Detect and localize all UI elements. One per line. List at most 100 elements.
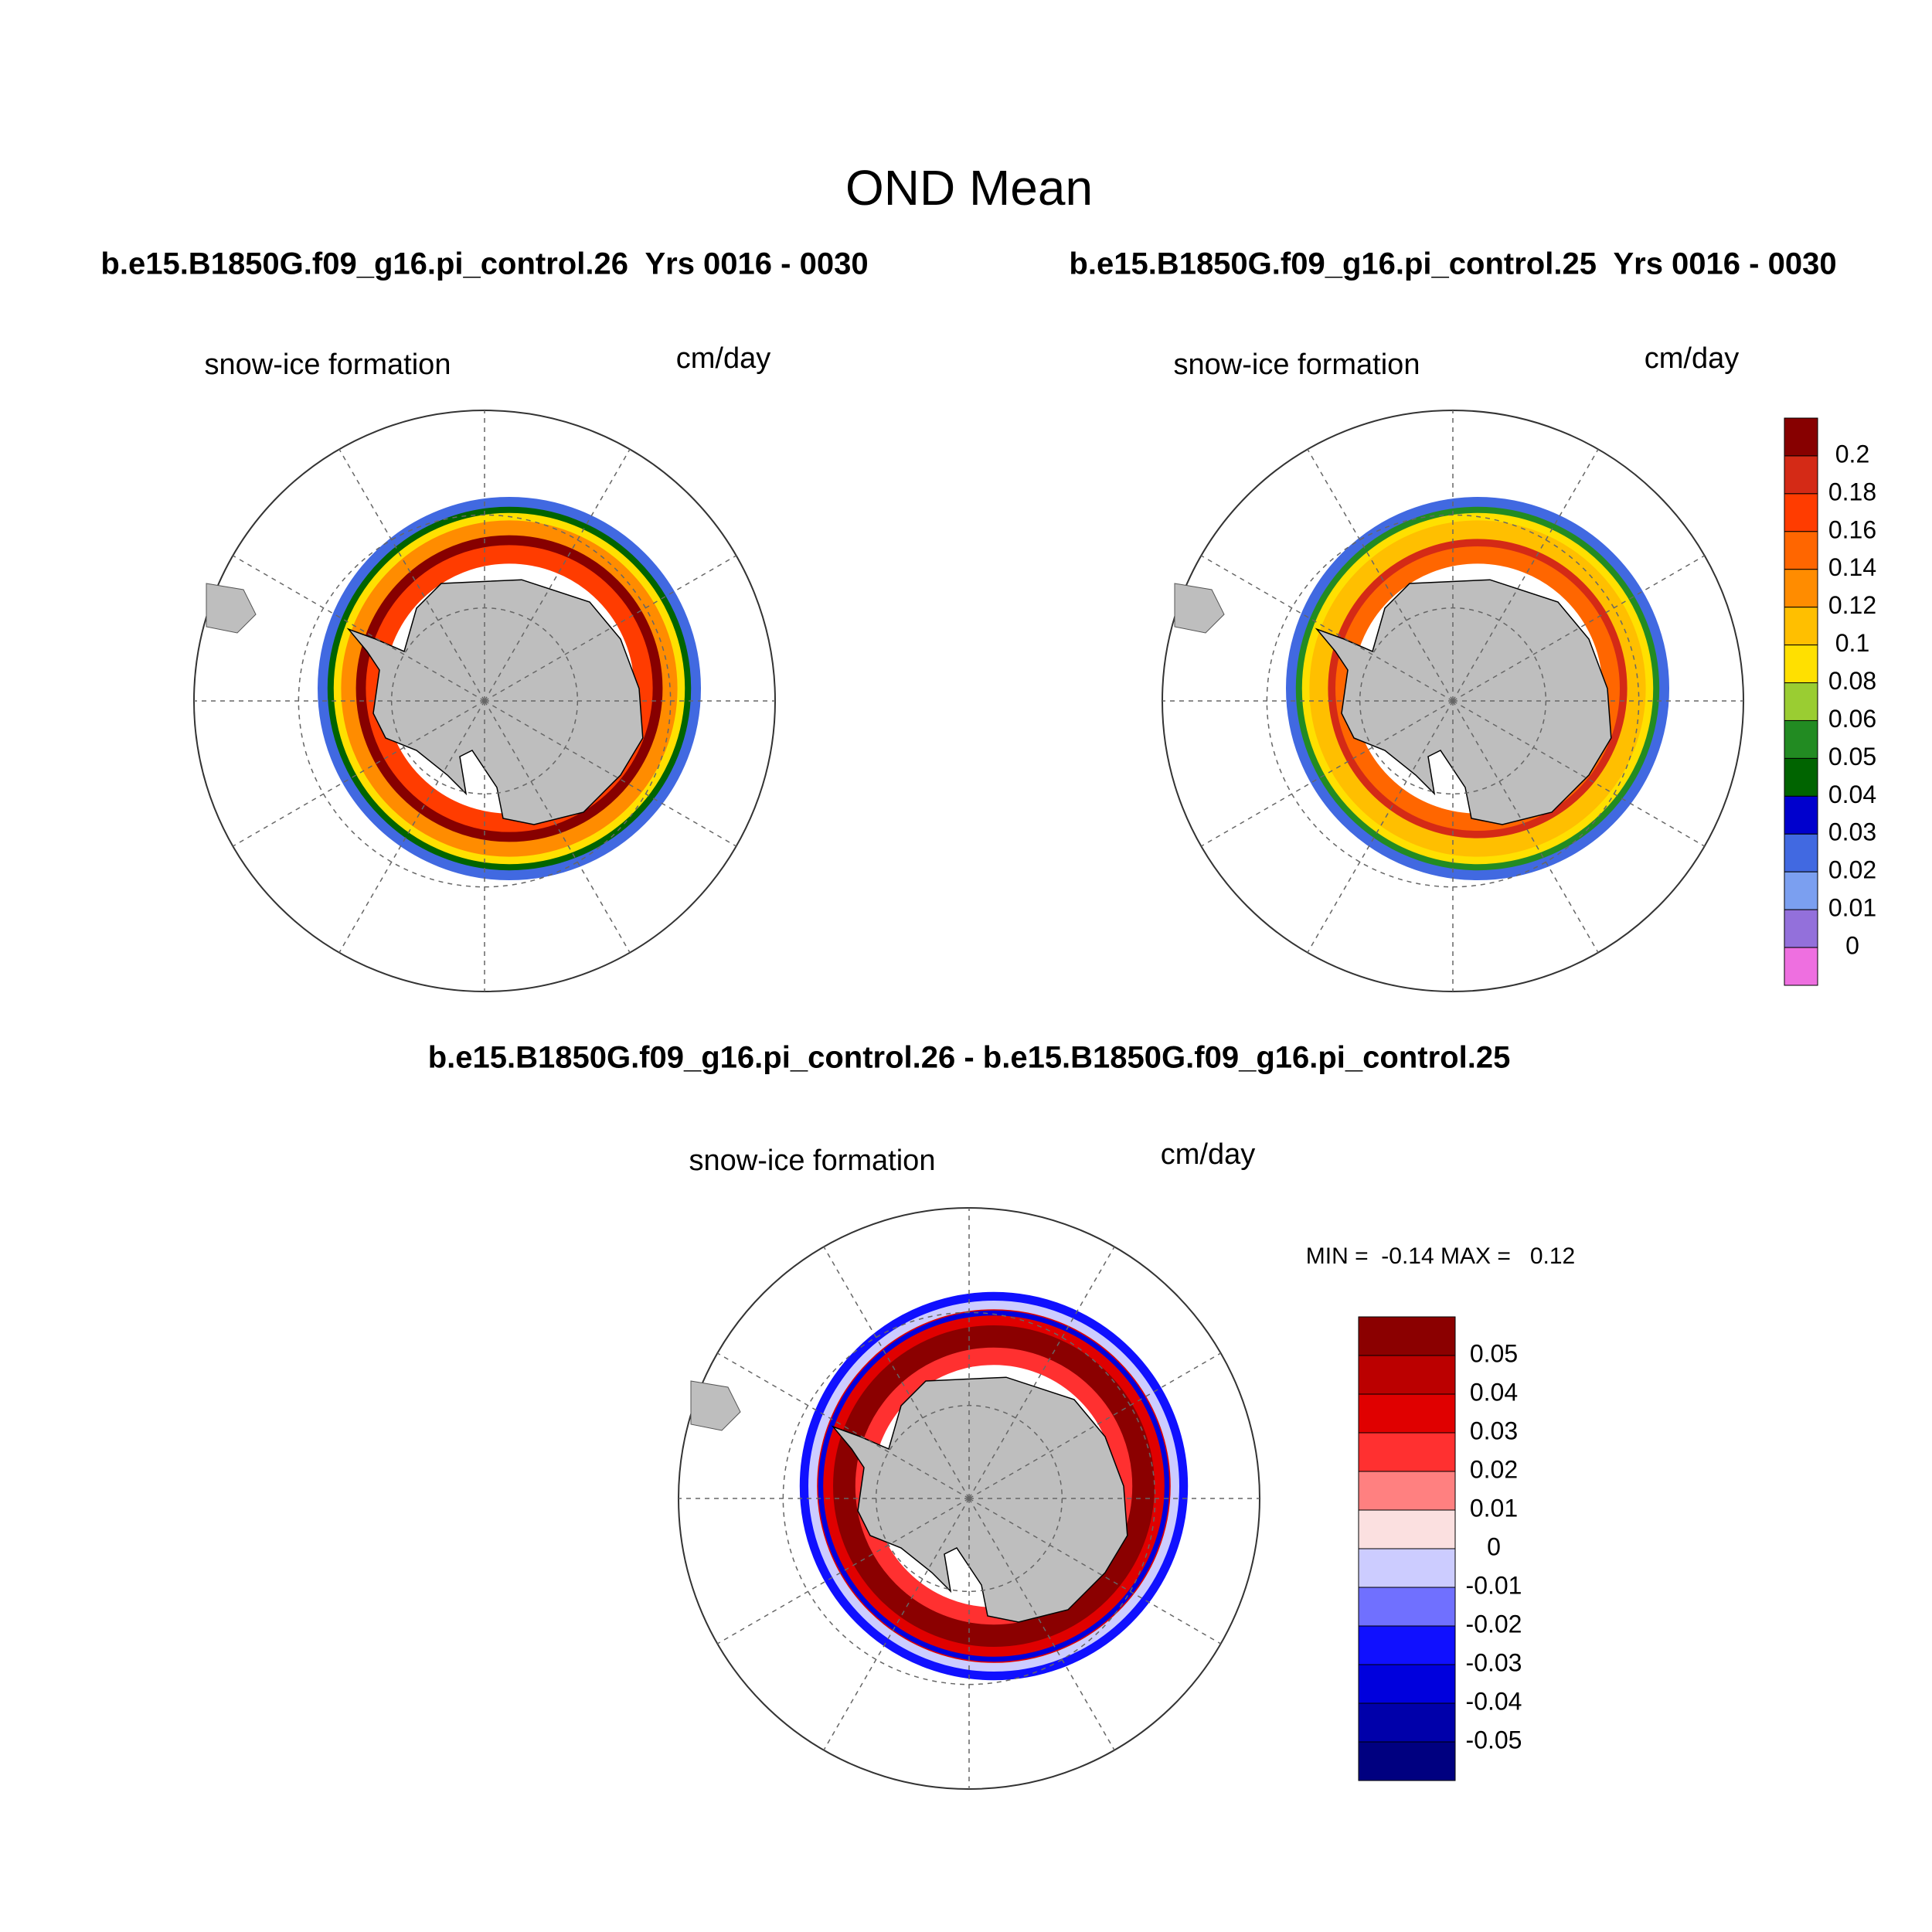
colorbar-box bbox=[1358, 1471, 1456, 1511]
colorbar-label: 0.12 bbox=[1828, 591, 1876, 619]
units-label: cm/day bbox=[1645, 342, 1739, 375]
colorbar-box bbox=[1784, 455, 1818, 495]
colorbar-box bbox=[1784, 909, 1818, 948]
colorbar-label: 0.05 bbox=[1470, 1339, 1518, 1367]
graticule bbox=[1307, 448, 1454, 702]
colorbar-box bbox=[1784, 833, 1818, 872]
colorbar-label: -0.05 bbox=[1466, 1726, 1522, 1753]
colorbar-label: 0.01 bbox=[1828, 894, 1876, 922]
graticule bbox=[232, 700, 485, 847]
colorbar-label: 0.02 bbox=[1828, 856, 1876, 884]
colorbar-box bbox=[1358, 1509, 1456, 1549]
field-label: snow-ice formation bbox=[1174, 349, 1420, 381]
graticule bbox=[1266, 514, 1640, 888]
graticule bbox=[968, 1498, 1115, 1751]
colorbar-label: 0.1 bbox=[1835, 629, 1869, 657]
colorbar-box bbox=[1784, 682, 1818, 721]
colorbar-label: 0 bbox=[1845, 932, 1859, 960]
colorbar-label: -0.03 bbox=[1466, 1648, 1522, 1676]
graticule bbox=[484, 555, 737, 702]
sea-ice-field bbox=[1330, 541, 1625, 836]
colorbar-box bbox=[1358, 1355, 1456, 1395]
graticule bbox=[875, 1404, 1063, 1593]
colorbar-label: -0.02 bbox=[1466, 1610, 1522, 1638]
land bbox=[1315, 579, 1612, 825]
colorbar-box bbox=[1784, 871, 1818, 910]
colorbar-label: 0.18 bbox=[1828, 478, 1876, 505]
graticule bbox=[1452, 700, 1599, 954]
land bbox=[1174, 583, 1225, 634]
graticule bbox=[484, 700, 631, 954]
sea-ice-field bbox=[318, 497, 701, 880]
land bbox=[831, 1376, 1128, 1623]
colorbar-label: 0.04 bbox=[1470, 1378, 1518, 1406]
colorbar-label: 0.01 bbox=[1470, 1494, 1518, 1522]
land bbox=[206, 583, 257, 634]
sea-ice-field bbox=[327, 506, 692, 871]
graticule bbox=[390, 607, 579, 795]
colorbar-label: 0 bbox=[1487, 1532, 1501, 1560]
sea-ice-field bbox=[1301, 512, 1654, 865]
sea-ice-field bbox=[355, 535, 663, 842]
graticule bbox=[716, 1498, 970, 1645]
colorbar-box bbox=[1358, 1664, 1456, 1704]
colorbar-box bbox=[1784, 569, 1818, 608]
graticule bbox=[1452, 448, 1599, 702]
sea-ice-field bbox=[818, 1310, 1170, 1662]
panel-title: b.e15.B1850G.f09_g16.pi_control.25 Yrs 0… bbox=[1069, 247, 1836, 281]
sea-ice-field bbox=[1328, 539, 1628, 838]
graticule bbox=[484, 700, 737, 847]
colorbar-label: 0.06 bbox=[1828, 705, 1876, 733]
graticule bbox=[1200, 555, 1454, 702]
polar-map bbox=[193, 410, 776, 992]
colorbar-box bbox=[1358, 1587, 1456, 1627]
sea-ice-field bbox=[833, 1325, 1155, 1647]
colorbar-box bbox=[1784, 417, 1818, 457]
field-label: snow-ice formation bbox=[689, 1145, 936, 1177]
colorbar-box bbox=[1784, 795, 1818, 835]
sea-ice-field bbox=[817, 1309, 1171, 1663]
graticule bbox=[782, 1311, 1156, 1685]
graticule bbox=[823, 1498, 970, 1751]
colorbar-label: 0.2 bbox=[1835, 440, 1869, 468]
polar-map bbox=[1162, 410, 1744, 992]
graticule bbox=[338, 700, 485, 954]
colorbar-box bbox=[1784, 607, 1818, 646]
sea-ice-field bbox=[341, 520, 678, 857]
units-label: cm/day bbox=[1161, 1138, 1255, 1171]
sea-ice-field bbox=[362, 541, 657, 836]
colorbar-label: 0.03 bbox=[1828, 818, 1876, 846]
graticule bbox=[716, 1352, 970, 1499]
graticule bbox=[1452, 700, 1706, 847]
graticule bbox=[968, 1246, 1115, 1499]
colorbar-box bbox=[1784, 493, 1818, 532]
units-label: cm/day bbox=[676, 342, 770, 375]
colorbar-label: 0.14 bbox=[1828, 553, 1876, 581]
colorbar-box bbox=[1358, 1393, 1456, 1434]
graticule bbox=[338, 448, 485, 702]
colorbar-label: 0.04 bbox=[1828, 781, 1876, 808]
land bbox=[346, 579, 644, 825]
polar-map bbox=[678, 1207, 1260, 1790]
colorbar-box bbox=[1358, 1548, 1456, 1588]
graticule bbox=[968, 1498, 1222, 1645]
graticule bbox=[298, 514, 672, 888]
graticule bbox=[823, 1246, 970, 1499]
panel-title: b.e15.B1850G.f09_g16.pi_control.26 Yrs 0… bbox=[100, 247, 868, 281]
colorbar-label: -0.01 bbox=[1466, 1571, 1522, 1599]
colorbar-label: 0.03 bbox=[1470, 1417, 1518, 1444]
graticule bbox=[968, 1352, 1222, 1499]
graticule bbox=[1452, 555, 1706, 702]
colorbar-box bbox=[1358, 1741, 1456, 1781]
colorbar-box bbox=[1784, 645, 1818, 684]
graticule bbox=[232, 555, 485, 702]
sea-ice-field bbox=[1295, 506, 1660, 871]
colorbar-box bbox=[1358, 1625, 1456, 1665]
colorbar-box bbox=[1784, 531, 1818, 570]
colorbar-label: 0.08 bbox=[1828, 667, 1876, 695]
colorbar-label: 0.02 bbox=[1470, 1455, 1518, 1483]
sea-ice-field bbox=[799, 1291, 1189, 1681]
land bbox=[690, 1380, 741, 1431]
colorbar-label: 0.16 bbox=[1828, 515, 1876, 543]
